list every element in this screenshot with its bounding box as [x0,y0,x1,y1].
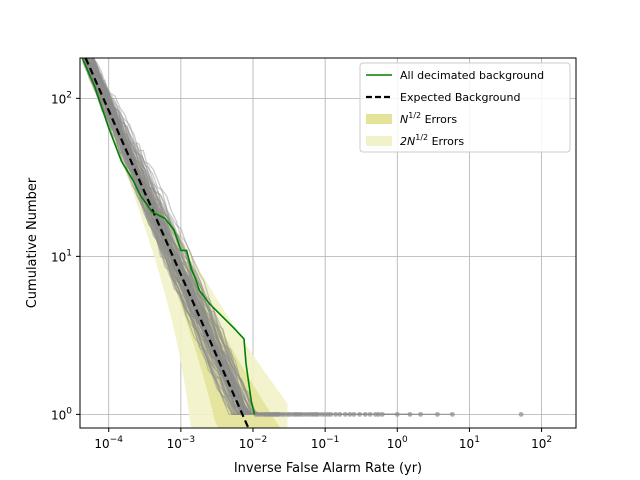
trial-endpoint-marker [418,411,423,417]
background-trial-line [90,58,266,416]
x-tick-label: 101 [459,435,480,451]
y-axis-label: Cumulative Number [25,177,40,308]
trial-endpoint-marker [435,411,440,417]
trial-endpoint-marker [281,411,287,417]
trial-endpoint-marker [367,411,373,417]
expected-background-line [84,58,250,428]
trial-endpoint-marker [337,411,343,417]
trial-endpoint-marker [351,411,357,417]
legend: All decimated background Expected Backgro… [359,62,571,153]
x-tick-label: 102 [531,435,552,451]
x-axis-label: Inverse False Alarm Rate (yr) [234,461,422,476]
trial-endpoint-marker [379,411,385,417]
background-trial-line [89,61,264,416]
y-tick-label: 101 [51,248,72,264]
error-bands [81,58,288,428]
background-trial-line [91,61,280,416]
trial-endpoint-marker [342,411,348,417]
x-tick-label: 10−1 [311,435,340,451]
legend-box [359,62,571,153]
background-trial-line [90,58,285,416]
background-trial-line [90,58,256,416]
background-trial-line [87,59,259,416]
legend-label: 2N1/2 Errors [400,133,464,148]
trial-endpoint-marker [407,411,413,417]
background-trial-line [93,58,280,416]
x-axis: 10−4 10−3 10−2 10−1 100 101 102 [94,428,552,451]
trial-endpoint-marker [449,411,455,417]
background-trial-line [90,58,278,416]
endpoint-markers [253,411,524,417]
background-trial-line [85,58,280,416]
background-trial-line [90,62,410,416]
trial-endpoint-marker [328,411,334,417]
background-trial-line [85,58,282,416]
trial-endpoint-marker [376,411,381,417]
legend-label: N1/2 Errors [400,111,457,126]
legend-swatch [366,136,392,146]
x-tick-label: 10−2 [239,435,268,451]
y-axis: 100 101 102 [51,90,80,422]
background-trial-line [86,58,278,416]
trial-endpoint-marker [357,411,362,417]
background-trial-line [84,61,285,416]
background-trial-line [92,58,259,416]
trial-endpoint-marker [362,411,368,417]
legend-label: Expected Background [400,91,520,104]
background-trial-line [93,58,274,416]
plot-frame [79,57,577,429]
trial-endpoint-marker [319,411,325,417]
y-tick-label: 100 [51,406,72,422]
trial-endpoint-marker [518,411,524,417]
trial-endpoint-marker [333,411,339,417]
trial-endpoint-marker [315,411,321,417]
series-lines [81,58,256,428]
y-tick-label: 102 [51,90,72,106]
trial-endpoint-marker [394,411,400,417]
background-trial-line [88,58,272,416]
x-tick-label: 10−4 [94,435,123,451]
x-tick-label: 10−3 [167,435,196,451]
background-trial-line [85,59,280,416]
legend-label: All decimated background [400,69,544,82]
legend-swatch [366,114,392,124]
trial-endpoint-marker [347,411,353,417]
band-2n-errors [81,58,288,428]
decimated-background-line [81,58,256,415]
x-tick-label: 100 [387,435,408,451]
band-n-errors [83,58,288,428]
